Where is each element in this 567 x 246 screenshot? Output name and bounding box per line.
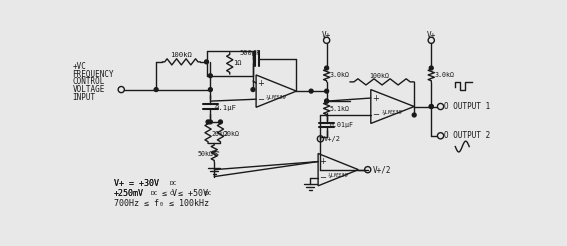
Text: VOLTAGE: VOLTAGE	[73, 85, 105, 94]
Text: C: C	[170, 191, 173, 196]
Text: V+/2: V+/2	[324, 136, 341, 142]
Text: +250mV: +250mV	[113, 189, 143, 198]
Text: V+: V+	[322, 31, 331, 40]
Text: DC: DC	[170, 181, 177, 186]
Text: +250mV: +250mV	[113, 189, 143, 198]
Text: 5.1kΩ: 5.1kΩ	[330, 106, 350, 112]
Text: ¼LM339: ¼LM339	[382, 110, 403, 115]
Circle shape	[218, 120, 222, 124]
Text: +: +	[257, 78, 264, 88]
Circle shape	[206, 120, 210, 124]
Text: 3.0kΩ: 3.0kΩ	[330, 72, 350, 78]
Text: DC: DC	[151, 191, 158, 196]
Text: V+ = +30V: V+ = +30V	[113, 179, 159, 188]
Text: O OUTPUT 1: O OUTPUT 1	[445, 102, 490, 111]
Circle shape	[325, 99, 328, 103]
Text: V+: V+	[426, 31, 436, 40]
Text: −: −	[319, 173, 326, 182]
Text: O OUTPUT 2: O OUTPUT 2	[445, 131, 490, 140]
Circle shape	[205, 60, 209, 64]
Text: 0.1µF: 0.1µF	[214, 105, 236, 111]
Text: ¼LM339: ¼LM339	[328, 173, 349, 178]
Text: +: +	[319, 157, 326, 166]
Circle shape	[325, 89, 328, 93]
Circle shape	[429, 105, 433, 108]
Text: 700Hz ≤ f₀ ≤ 100kHz: 700Hz ≤ f₀ ≤ 100kHz	[113, 199, 209, 208]
Text: 20kΩ: 20kΩ	[211, 131, 227, 137]
Text: 0.01µF: 0.01µF	[330, 122, 354, 128]
Circle shape	[209, 120, 212, 124]
Text: ¼LM339: ¼LM339	[266, 95, 287, 100]
Text: 100kΩ: 100kΩ	[170, 52, 192, 58]
Circle shape	[154, 88, 158, 92]
Circle shape	[209, 74, 212, 78]
Circle shape	[325, 66, 328, 70]
Text: 100kΩ: 100kΩ	[369, 73, 390, 79]
Circle shape	[412, 113, 416, 117]
Text: ≤ V: ≤ V	[157, 189, 177, 198]
Text: 1Ω: 1Ω	[234, 61, 242, 66]
Text: INPUT: INPUT	[73, 93, 96, 102]
Text: CONTROL: CONTROL	[73, 77, 105, 86]
Circle shape	[429, 105, 433, 108]
Text: +VC: +VC	[73, 62, 86, 71]
Text: V+/2: V+/2	[373, 165, 391, 174]
Text: 20kΩ: 20kΩ	[223, 131, 239, 137]
Text: −: −	[257, 95, 264, 104]
Text: FREQUENCY: FREQUENCY	[73, 70, 114, 79]
Circle shape	[251, 88, 255, 92]
Circle shape	[325, 99, 328, 103]
Text: 500pF: 500pF	[240, 50, 261, 56]
Text: V+ = +30V: V+ = +30V	[113, 179, 159, 188]
Text: ≤ +50V: ≤ +50V	[173, 189, 208, 198]
Circle shape	[309, 89, 313, 93]
Text: +: +	[372, 93, 379, 103]
Circle shape	[429, 66, 433, 70]
Text: 3.0kΩ: 3.0kΩ	[434, 72, 454, 78]
Text: 50kΩ: 50kΩ	[197, 151, 213, 157]
Text: DC: DC	[205, 191, 213, 196]
Text: −: −	[372, 110, 379, 120]
Circle shape	[209, 88, 212, 92]
